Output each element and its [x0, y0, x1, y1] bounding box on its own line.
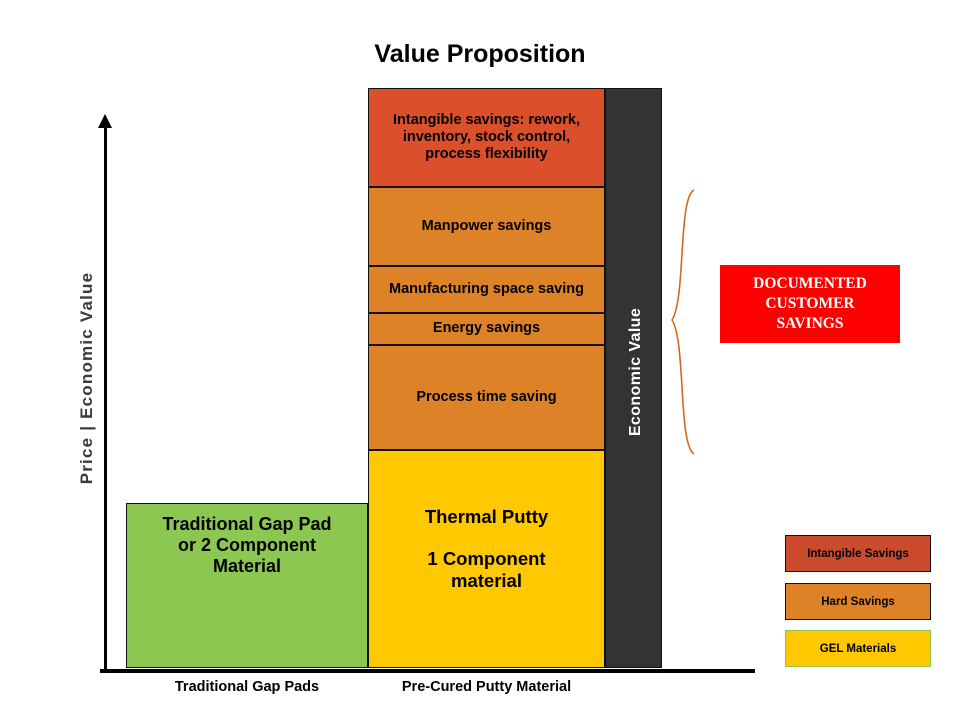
callout-line2: CUSTOMER [765, 295, 855, 313]
y-axis-arrow-icon [98, 114, 112, 128]
curly-brace-icon [671, 189, 695, 455]
bar-traditional-line1: Traditional Gap Pad [162, 514, 332, 534]
economic-value-column-label: Economic Value [627, 307, 644, 437]
bar-traditional-line2: or 2 Component [178, 535, 316, 556]
bar-segment-intangible-savings: Intangible savings: rework, inventory, s… [368, 88, 605, 187]
bar-putty-line3: material [451, 569, 522, 591]
bar-segment-thermal-putty: Thermal Putty 1 Component material [368, 450, 605, 668]
callout-line3: SAVINGS [776, 314, 844, 332]
x-axis-line [100, 669, 755, 673]
legend-item-hard-savings: Hard Savings [785, 583, 931, 620]
y-axis-label: Price | Economic Value [77, 271, 96, 485]
x-axis-tick-label-traditional: Traditional Gap Pads [174, 679, 320, 695]
bar-segment-process-time-saving: Process time saving [368, 345, 605, 450]
economic-value-column: Economic Value [605, 88, 662, 668]
y-axis-line [104, 126, 107, 670]
bar-segment-energy-savings: Energy savings [368, 313, 605, 345]
legend-item-intangible-savings: Intangible Savings [785, 535, 931, 572]
bar-segment-manpower-savings: Manpower savings [368, 187, 605, 266]
bar-segment-manufacturing-space-saving: Manufacturing space saving [368, 266, 605, 313]
bar-traditional-gap-pad: Traditional Gap Pad or 2 Component Mater… [126, 503, 368, 668]
page-title: Value Proposition [374, 40, 586, 68]
x-axis-tick-label-precured: Pre-Cured Putty Material [401, 679, 572, 695]
legend-item-gel-materials: GEL Materials [785, 630, 931, 667]
callout-line1: DOCUMENTED [753, 275, 867, 293]
bar-putty-line1: Thermal Putty [424, 506, 549, 527]
bar-traditional-line3: Material [212, 556, 282, 577]
callout-documented-customer-savings: DOCUMENTED CUSTOMER SAVINGS [720, 265, 900, 343]
bar-putty-line2: 1 Component [427, 547, 546, 569]
